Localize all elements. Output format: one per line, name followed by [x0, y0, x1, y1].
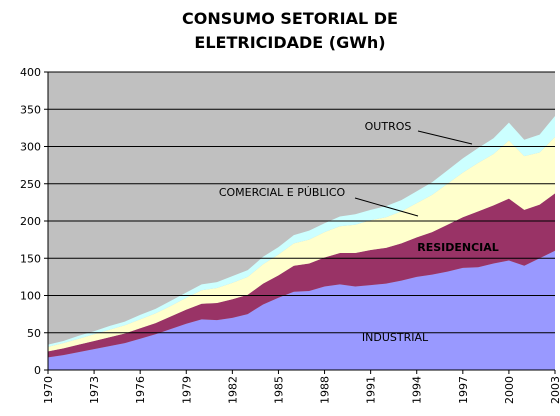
- overlay: 0 50 100 150 200 250 300 350 400 1970 1973 1976 1979…: [20, 66, 560, 404]
- x-tick-label: 1988: [319, 376, 332, 404]
- y-tick-label: 100: [20, 290, 41, 303]
- x-tick-label: 1970: [42, 376, 55, 404]
- x-tick-label: 1976: [134, 376, 147, 404]
- y-tick-label: 0: [34, 364, 41, 377]
- y-tick-label: 150: [20, 252, 41, 265]
- label-arrow: [354, 197, 419, 217]
- x-tick-label: 1973: [88, 376, 101, 404]
- series-label: INDUSTRIAL: [362, 331, 429, 344]
- series-label: OUTROS: [365, 120, 412, 133]
- y-tick-label: 400: [20, 66, 41, 79]
- y-tick-label: 200: [20, 215, 41, 228]
- chart-title: ELETRICIDADE (GWh): [194, 33, 385, 52]
- y-tick-label: 50: [27, 327, 41, 340]
- series-label: RESIDENCIAL: [417, 241, 499, 254]
- x-tick-label: 1982: [226, 376, 239, 404]
- area: [48, 136, 555, 352]
- series-label: COMERCIAL E PÚBLICO: [219, 186, 346, 199]
- chart-title: CONSUMO SETORIAL DE: [182, 9, 398, 28]
- areas: [48, 115, 555, 370]
- x-tick-label: 1994: [411, 376, 424, 404]
- y-tick-label: 300: [20, 141, 41, 154]
- label-arrow: [417, 130, 473, 145]
- x-tick-label: 1979: [180, 376, 193, 404]
- x-tick-label: 1985: [272, 376, 285, 404]
- x-tick-label: 2000: [503, 376, 516, 404]
- area: [48, 250, 555, 370]
- y-tick-label: 350: [20, 103, 41, 116]
- x-tick-label: 1991: [365, 376, 378, 404]
- area: [48, 193, 555, 358]
- x-tick-label: 2003: [549, 376, 560, 404]
- x-tick-label: 1997: [457, 376, 470, 404]
- area: [48, 115, 555, 347]
- y-tick-label: 250: [20, 178, 41, 191]
